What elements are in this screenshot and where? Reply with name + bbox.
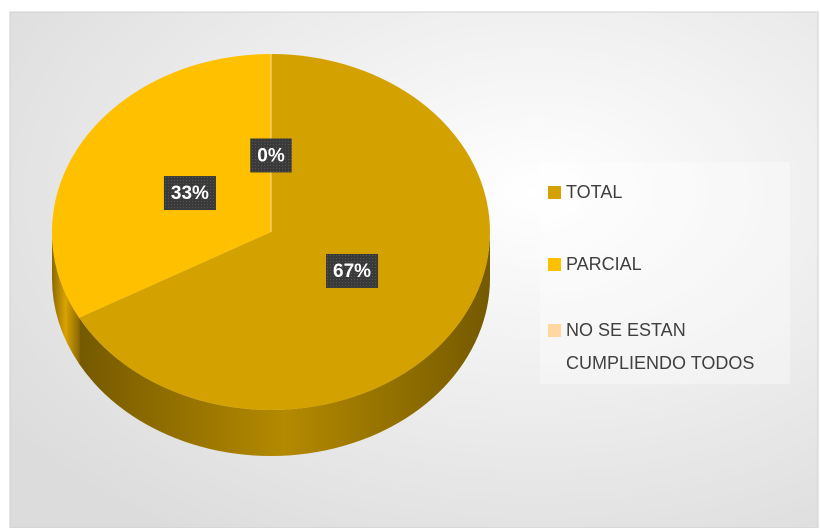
legend-label: PARCIAL: [566, 254, 642, 274]
pie-slice: [79, 54, 490, 410]
data-label-box: [326, 253, 379, 288]
pie-side-shade: [79, 232, 490, 456]
data-label-box: [250, 138, 292, 173]
data-label-box: [163, 176, 216, 211]
legend-swatch: [548, 324, 561, 337]
legend-label: NO SE ESTAN CUMPLIENDO TODOS: [566, 320, 755, 373]
legend-swatch: [548, 186, 561, 199]
data-label: 67%: [333, 261, 371, 282]
legend-entry: NO SE ESTAN CUMPLIENDO TODOS: [548, 314, 781, 380]
legend: TOTAL PARCIAL NO SE ESTAN CUMPLIENDO TODOS: [540, 162, 790, 384]
legend-label: TOTAL: [566, 182, 623, 202]
legend-entry: PARCIAL: [548, 248, 781, 281]
pie-side-shade: [52, 232, 80, 364]
data-label: 0%: [257, 145, 285, 166]
legend-swatch: [548, 258, 561, 271]
pie-slice: [51, 54, 272, 318]
legend-entry: TOTAL: [548, 176, 781, 209]
data-label: 33%: [171, 183, 209, 204]
pie: 67% 33% 0%: [51, 54, 490, 456]
